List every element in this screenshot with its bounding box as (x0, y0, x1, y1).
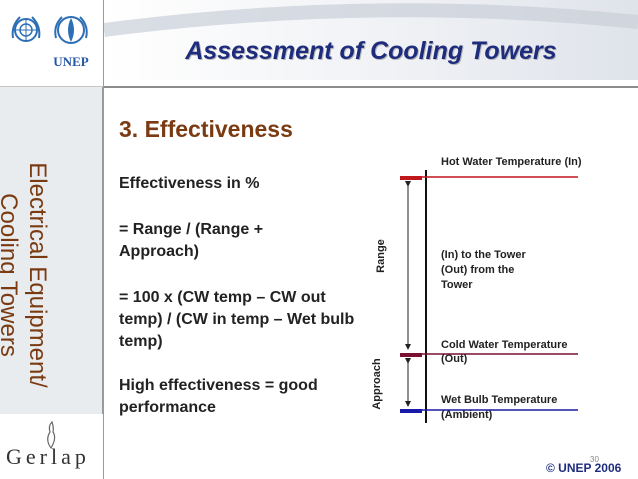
gerlap-text: Gerlap (6, 444, 90, 469)
cold-water-label-1: Cold Water Temperature (441, 339, 568, 351)
unep-logo-text: UNEP (53, 54, 89, 69)
approach-label: Approach (371, 358, 383, 410)
flame-icon (47, 420, 56, 449)
title-bar: Assessment of Cooling Towers (104, 0, 638, 80)
in-out-label-2: (Out) from the (441, 264, 515, 276)
page-number: 30 (590, 455, 599, 464)
logo-area: UNEP (0, 0, 103, 87)
body-line-3: = 100 x (CW temp – CW out temp) / (CW in… (119, 289, 355, 350)
copyright-text: © UNEP 2006 (546, 461, 622, 475)
title-background (104, 0, 638, 80)
range-label: Range (375, 239, 387, 273)
wet-bulb-label-1: Wet Bulb Temperature (441, 394, 558, 406)
vertical-title-line2: Cooling Towers (0, 193, 22, 357)
vertical-title-line1: Electrical Equipment/ (24, 162, 51, 388)
slide-title: Assessment of Cooling Towers (185, 37, 557, 65)
body-line-2: = Range / (Range + Approach) (119, 221, 264, 260)
cold-water-label-2: (Out) (441, 353, 468, 365)
sidebar-divider (102, 0, 104, 479)
in-out-label-3: Tower (441, 279, 473, 291)
body-line-1: Effectiveness in % (119, 175, 260, 192)
body-line-4: High effectiveness = good performance (119, 377, 318, 416)
temperature-diagram (400, 170, 578, 423)
hot-water-label: Hot Water Temperature (In) (441, 156, 582, 168)
section-heading: 3. Effectiveness (119, 116, 293, 142)
un-emblem-icon (11, 16, 41, 42)
title-divider (104, 86, 638, 88)
gerlap-logo: Gerlap (0, 414, 103, 479)
unep-emblem-icon (54, 16, 88, 44)
in-out-label-1: (In) to the Tower (441, 249, 526, 261)
wet-bulb-label-2: (Ambient) (441, 409, 493, 421)
